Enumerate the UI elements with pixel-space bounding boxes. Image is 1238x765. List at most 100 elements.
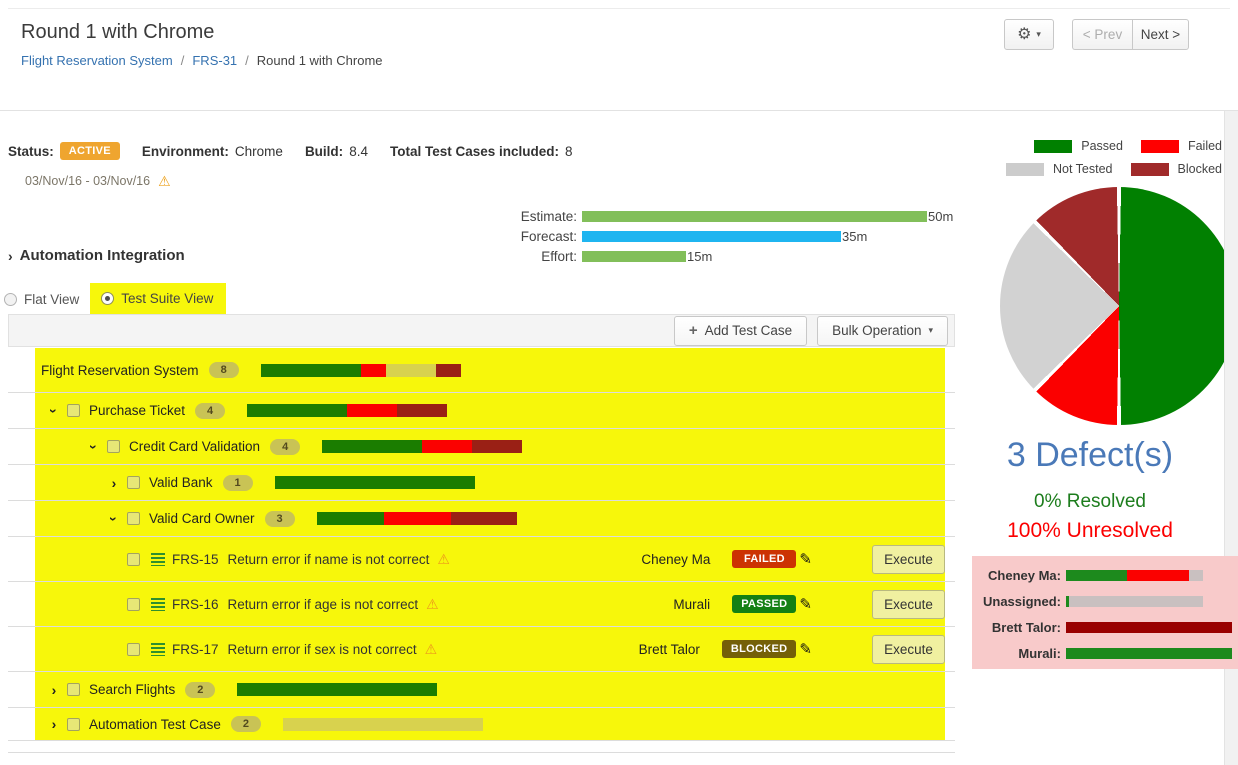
next-button[interactable]: Next >: [1132, 19, 1189, 50]
row-checkbox[interactable]: [127, 552, 140, 566]
test-case-key: FRS-15: [172, 551, 219, 567]
suite-label: Valid Card Owner: [149, 511, 255, 526]
page-title: Round 1 with Chrome: [21, 21, 215, 43]
assignee-label: Cheney Ma:: [988, 567, 1061, 583]
test-case-toolbar: + Add Test Case Bulk Operation ▾: [8, 314, 955, 347]
assignee-row: Cheney Ma:: [972, 562, 1238, 588]
bulk-operation-button[interactable]: Bulk Operation ▾: [817, 315, 948, 346]
breadcrumb-issue-link[interactable]: FRS-31: [192, 53, 238, 68]
edit-status-pencil-icon[interactable]: ✎: [799, 550, 812, 568]
chevron-down-icon[interactable]: ›: [106, 516, 122, 521]
gear-icon: ⚙: [1017, 25, 1032, 43]
flat-view-option[interactable]: Flat View: [4, 292, 79, 307]
row-right-cluster: Cheney Ma FAILED ✎ Execute: [598, 544, 945, 574]
automation-integration-section[interactable]: › Automation Integration: [8, 247, 185, 264]
not-tested-swatch-icon: [1005, 162, 1044, 176]
legend-blocked: Blocked: [1130, 162, 1222, 176]
suite-label: Credit Card Validation: [129, 439, 261, 454]
total-test-cases-pair: Total Test Cases included: 8: [390, 144, 573, 159]
row-checkbox[interactable]: [127, 476, 140, 489]
row-checkbox[interactable]: [67, 404, 80, 417]
edit-status-pencil-icon[interactable]: ✎: [799, 640, 812, 658]
estimate-label: Estimate:: [520, 209, 577, 224]
assignee-row: Murali:: [972, 640, 1238, 666]
tree-row-suite: › Search Flights 2: [8, 672, 955, 708]
test-suite-view-highlight: Test Suite View: [90, 283, 227, 315]
defects-unresolved-percent: 100% Unresolved: [1007, 519, 1173, 542]
suite-label: Valid Bank: [149, 475, 213, 490]
execute-button[interactable]: Execute: [872, 544, 945, 574]
pie-legend: Passed Failed Not Tested Blocked: [980, 139, 1222, 185]
test-case-icon: [151, 597, 165, 611]
cycle-meta-row: Status: ACTIVE Environment: Chrome Build…: [8, 142, 573, 160]
status-label: Status:: [8, 143, 54, 159]
blocked-swatch-icon: [1130, 162, 1169, 176]
test-suite-view-label: Test Suite View: [121, 291, 214, 306]
header-divider: [0, 110, 1238, 111]
chevron-down-icon[interactable]: ›: [86, 444, 102, 449]
tree-row-suite: › Purchase Ticket 4: [8, 393, 955, 429]
breadcrumb-separator: /: [180, 53, 185, 68]
execution-bar: [260, 363, 461, 377]
chevron-down-icon[interactable]: ›: [46, 408, 62, 413]
top-divider: [8, 8, 1230, 9]
row-checkbox[interactable]: [127, 597, 140, 611]
chevron-down-icon: ▾: [928, 325, 933, 335]
assignee-label: Murali:: [1018, 645, 1061, 661]
total-test-cases-value: 8: [565, 143, 573, 159]
legend-row: Not Tested Blocked: [980, 162, 1222, 176]
row-right-cluster: Brett Talor BLOCKED ✎ Execute: [588, 634, 945, 664]
execution-bar: [237, 683, 438, 696]
radio-unselected-icon[interactable]: [4, 292, 17, 306]
empty-table-row: [8, 741, 955, 753]
count-badge: 1: [222, 474, 253, 491]
add-test-case-button[interactable]: + Add Test Case: [673, 315, 808, 346]
test-case-icon: [151, 642, 165, 656]
edit-status-pencil-icon[interactable]: ✎: [799, 595, 812, 613]
assignee-progress-bar: [1066, 595, 1203, 607]
legend-passed-label: Passed: [1081, 139, 1123, 153]
assignee-label: Brett Talor:: [991, 619, 1061, 635]
chevron-right-icon: ›: [8, 247, 13, 264]
tree-row-test-case: FRS-16 Return error if age is not correc…: [8, 582, 955, 627]
execution-bar: [322, 440, 523, 453]
legend-passed: Passed: [1034, 139, 1123, 153]
radio-selected-icon[interactable]: [101, 292, 115, 305]
breadcrumb-separator: /: [245, 53, 249, 68]
failed-swatch-icon: [1140, 139, 1179, 153]
settings-dropdown-button[interactable]: ⚙ ▾: [1004, 19, 1054, 50]
tree-row-root: Flight Reservation System 8: [8, 348, 955, 393]
assignee-progress-bar: [1066, 621, 1232, 633]
row-checkbox[interactable]: [127, 512, 140, 525]
assignee-progress-panel: Cheney Ma: Unassigned: Brett Talor: Mura…: [972, 556, 1238, 669]
test-suite-tree: Flight Reservation System 8 › Purchase T…: [8, 348, 955, 753]
suite-label: Automation Test Case: [89, 716, 221, 732]
tree-row-suite: › Valid Bank 1: [8, 465, 955, 501]
chevron-right-icon[interactable]: ›: [111, 474, 117, 491]
prev-button[interactable]: < Prev: [1072, 19, 1132, 50]
row-checkbox[interactable]: [67, 717, 80, 731]
count-badge: 3: [264, 510, 295, 527]
breadcrumb-project-link[interactable]: Flight Reservation System: [21, 53, 173, 68]
row-checkbox[interactable]: [127, 642, 140, 656]
legend-not-tested: Not Tested: [1005, 162, 1113, 176]
plus-icon: +: [688, 322, 698, 339]
chevron-right-icon[interactable]: ›: [51, 681, 57, 698]
test-case-key: FRS-16: [172, 596, 219, 612]
test-case-key: FRS-17: [172, 641, 219, 657]
forecast-bar: [582, 231, 841, 242]
row-checkbox[interactable]: [107, 440, 120, 453]
warning-icon: ⚠: [437, 550, 450, 567]
row-checkbox[interactable]: [67, 683, 80, 696]
passed-swatch-icon: [1034, 139, 1073, 153]
assignee-progress-bar: [1066, 647, 1232, 659]
test-suite-view-option[interactable]: Test Suite View: [101, 291, 213, 306]
effort-bar: [582, 251, 686, 262]
chevron-right-icon[interactable]: ›: [51, 716, 57, 732]
effort-row: Effort: 15m: [470, 249, 712, 264]
execute-button[interactable]: Execute: [872, 634, 945, 664]
execution-bar: [316, 512, 517, 525]
assignee-name: Cheney Ma: [641, 551, 711, 567]
execute-button[interactable]: Execute: [872, 589, 945, 619]
legend-failed-label: Failed: [1187, 139, 1222, 153]
